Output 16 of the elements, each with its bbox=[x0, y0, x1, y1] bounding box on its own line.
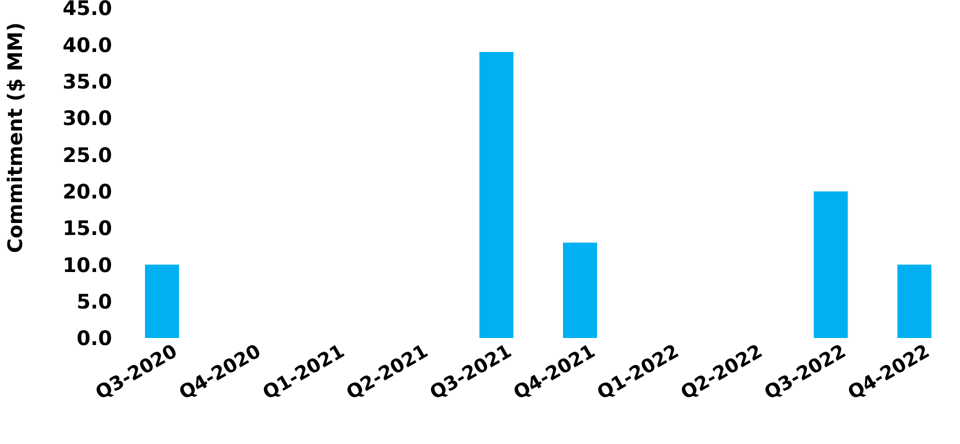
y-tick-label: 35.0 bbox=[62, 69, 112, 94]
bar bbox=[145, 264, 179, 338]
bar bbox=[814, 191, 848, 338]
y-axis-title: Commitment ($ MM) bbox=[3, 22, 28, 253]
bar bbox=[897, 264, 932, 338]
y-tick-label: 45.0 bbox=[62, 0, 112, 20]
y-tick-label: 10.0 bbox=[62, 252, 112, 277]
y-tick-label: 30.0 bbox=[62, 106, 112, 130]
bar bbox=[479, 52, 514, 338]
y-tick-label: 0.0 bbox=[76, 326, 112, 350]
y-tick-label: 25.0 bbox=[62, 142, 112, 167]
bar bbox=[563, 242, 597, 338]
y-tick-label: 15.0 bbox=[62, 216, 112, 240]
y-tick-label: 40.0 bbox=[62, 32, 112, 57]
y-tick-label: 5.0 bbox=[76, 289, 112, 314]
y-tick-label: 20.0 bbox=[62, 179, 112, 204]
